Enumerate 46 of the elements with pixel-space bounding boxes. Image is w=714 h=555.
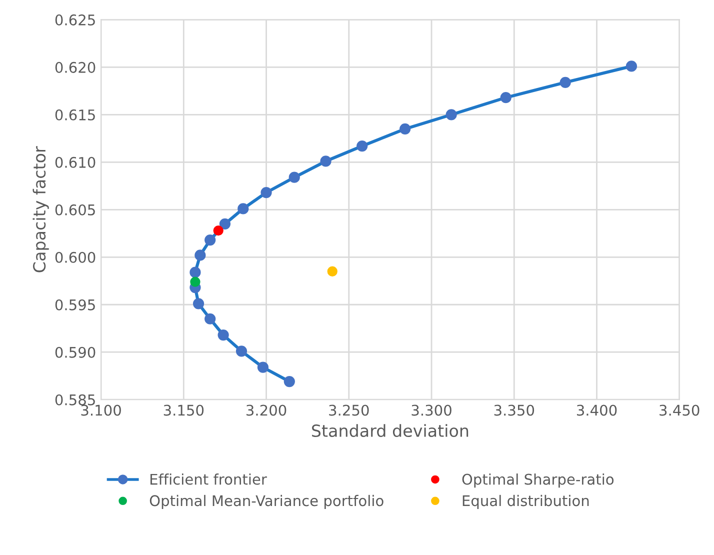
y-tick-label: 0.595 <box>55 299 95 310</box>
x-tick-label: 3.100 <box>81 404 121 416</box>
legend-label: Efficient frontier <box>150 474 267 485</box>
point <box>213 225 224 236</box>
x-tick-label: 3.200 <box>246 404 286 416</box>
point <box>320 156 332 167</box>
x-axis-title: Standard deviation <box>312 424 468 438</box>
point <box>236 346 248 357</box>
point <box>500 92 512 104</box>
x-tick-label: 3.150 <box>164 404 204 416</box>
point <box>192 298 204 310</box>
y-tick-label: 0.625 <box>55 14 95 26</box>
y-tick-label: 0.610 <box>55 156 96 168</box>
point <box>190 276 200 287</box>
point <box>218 329 229 341</box>
point <box>257 362 269 373</box>
y-tick-label: 0.620 <box>55 62 96 73</box>
y-axis-title: Capacity factor <box>32 146 49 272</box>
x-tick-label: 3.400 <box>576 404 617 416</box>
point <box>260 187 272 198</box>
point <box>400 123 411 134</box>
point <box>560 76 571 88</box>
y-tick-label: 0.605 <box>55 204 95 216</box>
point <box>219 218 231 230</box>
x-tick-label: 3.300 <box>412 404 452 416</box>
x-tick-label: 3.350 <box>494 404 534 416</box>
x-tick-label: 3.250 <box>329 404 369 416</box>
point <box>446 109 457 120</box>
y-tick-label: 0.615 <box>55 109 95 120</box>
point <box>327 266 338 276</box>
legend-label: Equal distribution <box>462 494 589 510</box>
point <box>194 250 206 261</box>
y-tick-label: 0.590 <box>55 346 96 358</box>
x-tick-label: 3.450 <box>660 404 700 416</box>
point <box>284 376 295 388</box>
point <box>288 172 300 183</box>
point <box>190 266 201 278</box>
point <box>204 234 216 246</box>
y-tick-label: 0.600 <box>55 252 96 263</box>
point <box>204 313 216 324</box>
legend-label: Optimal Mean-Variance portfolio <box>150 494 384 510</box>
legend-label: Optimal Sharpe-ratio <box>462 474 614 488</box>
point <box>356 140 368 152</box>
y-tick-label: 0.585 <box>55 394 95 406</box>
point <box>626 60 638 72</box>
point <box>238 203 249 214</box>
